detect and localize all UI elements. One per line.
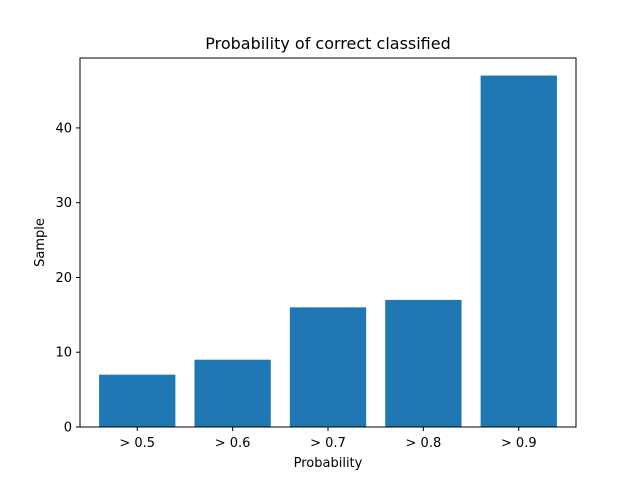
x-axis-ticks: > 0.5 > 0.6 > 0.7 > 0.8 > 0.9 — [119, 427, 537, 451]
y-tick-label: 40 — [55, 121, 72, 136]
bar-3 — [385, 299, 462, 427]
y-axis-ticks: 0 10 20 30 40 — [55, 121, 80, 436]
bar-1 — [194, 359, 271, 427]
bar-2 — [289, 307, 367, 427]
x-tick-label: > 0.5 — [119, 436, 155, 451]
y-axis-label: Sample — [33, 218, 48, 267]
x-tick-label: > 0.6 — [215, 436, 251, 451]
plot-frame — [79, 57, 577, 428]
bar-0 — [99, 374, 176, 427]
y-tick-label: 10 — [55, 346, 72, 361]
y-tick-label: 20 — [55, 271, 72, 286]
x-tick-label: > 0.7 — [310, 436, 346, 451]
y-tick-label: 30 — [55, 196, 72, 211]
chart-title: Probability of correct classified — [205, 34, 451, 53]
y-tick-label: 0 — [64, 421, 72, 436]
x-tick-label: > 0.8 — [406, 436, 442, 451]
x-tick-label: > 0.9 — [501, 436, 537, 451]
bar-4 — [480, 75, 557, 428]
x-axis-label: Probability — [294, 456, 363, 471]
bars-group — [99, 75, 557, 428]
